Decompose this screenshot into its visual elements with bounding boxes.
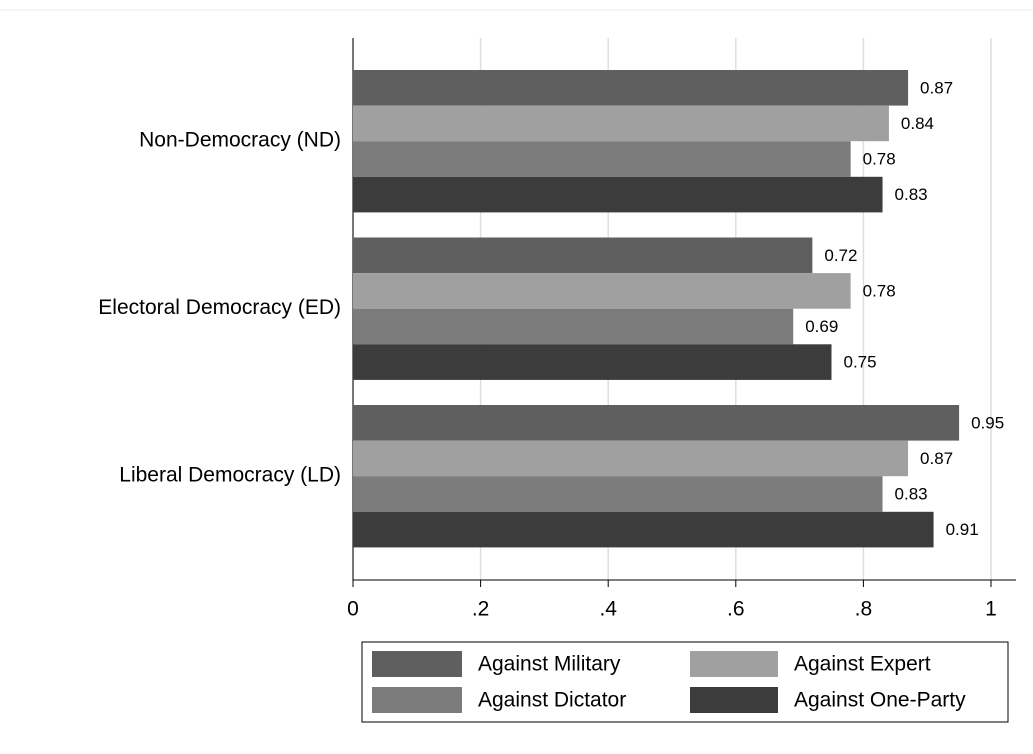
x-tick-label: .8 <box>855 598 873 621</box>
data-label: 0.75 <box>844 353 877 372</box>
y-tick-label: Electoral Democracy (ED) <box>98 296 341 319</box>
legend-label: Against One-Party <box>794 689 966 712</box>
data-label: 0.91 <box>946 520 979 539</box>
legend-label: Against Dictator <box>478 689 626 712</box>
x-tick-label: 0 <box>347 598 359 621</box>
bar <box>353 105 889 142</box>
data-label: 0.69 <box>805 317 838 336</box>
bar <box>353 308 794 345</box>
legend-box <box>361 641 1009 723</box>
bar <box>353 511 934 548</box>
bar <box>353 273 851 309</box>
bar <box>353 70 909 106</box>
data-label: 0.84 <box>901 114 934 133</box>
y-tick-label: Non-Democracy (ND) <box>139 129 341 152</box>
x-tick-label: .6 <box>727 598 745 621</box>
y-tick-label: Liberal Democracy (LD) <box>119 464 341 487</box>
data-label: 0.95 <box>971 413 1004 432</box>
data-label: 0.78 <box>863 149 896 168</box>
bar <box>353 476 883 512</box>
data-label: 0.87 <box>920 449 953 468</box>
data-label: 0.87 <box>920 78 953 97</box>
legend-swatch <box>372 687 462 713</box>
legend-label: Against Military <box>478 653 621 676</box>
bar <box>353 344 832 380</box>
bar <box>353 440 909 477</box>
data-label: 0.78 <box>863 281 896 300</box>
legend-swatch <box>372 651 462 677</box>
bar <box>353 141 851 177</box>
legend-swatch <box>690 651 778 677</box>
bar <box>353 237 813 274</box>
data-label: 0.72 <box>824 246 857 265</box>
x-tick-label: 1 <box>985 598 997 621</box>
data-label: 0.83 <box>895 484 928 503</box>
bar <box>353 405 960 441</box>
legend-label: Against Expert <box>794 653 931 676</box>
x-tick-label: .2 <box>472 598 490 621</box>
legend-swatch <box>690 687 778 713</box>
x-tick-label: .4 <box>599 598 617 621</box>
bar <box>353 176 883 213</box>
data-label: 0.83 <box>895 185 928 204</box>
